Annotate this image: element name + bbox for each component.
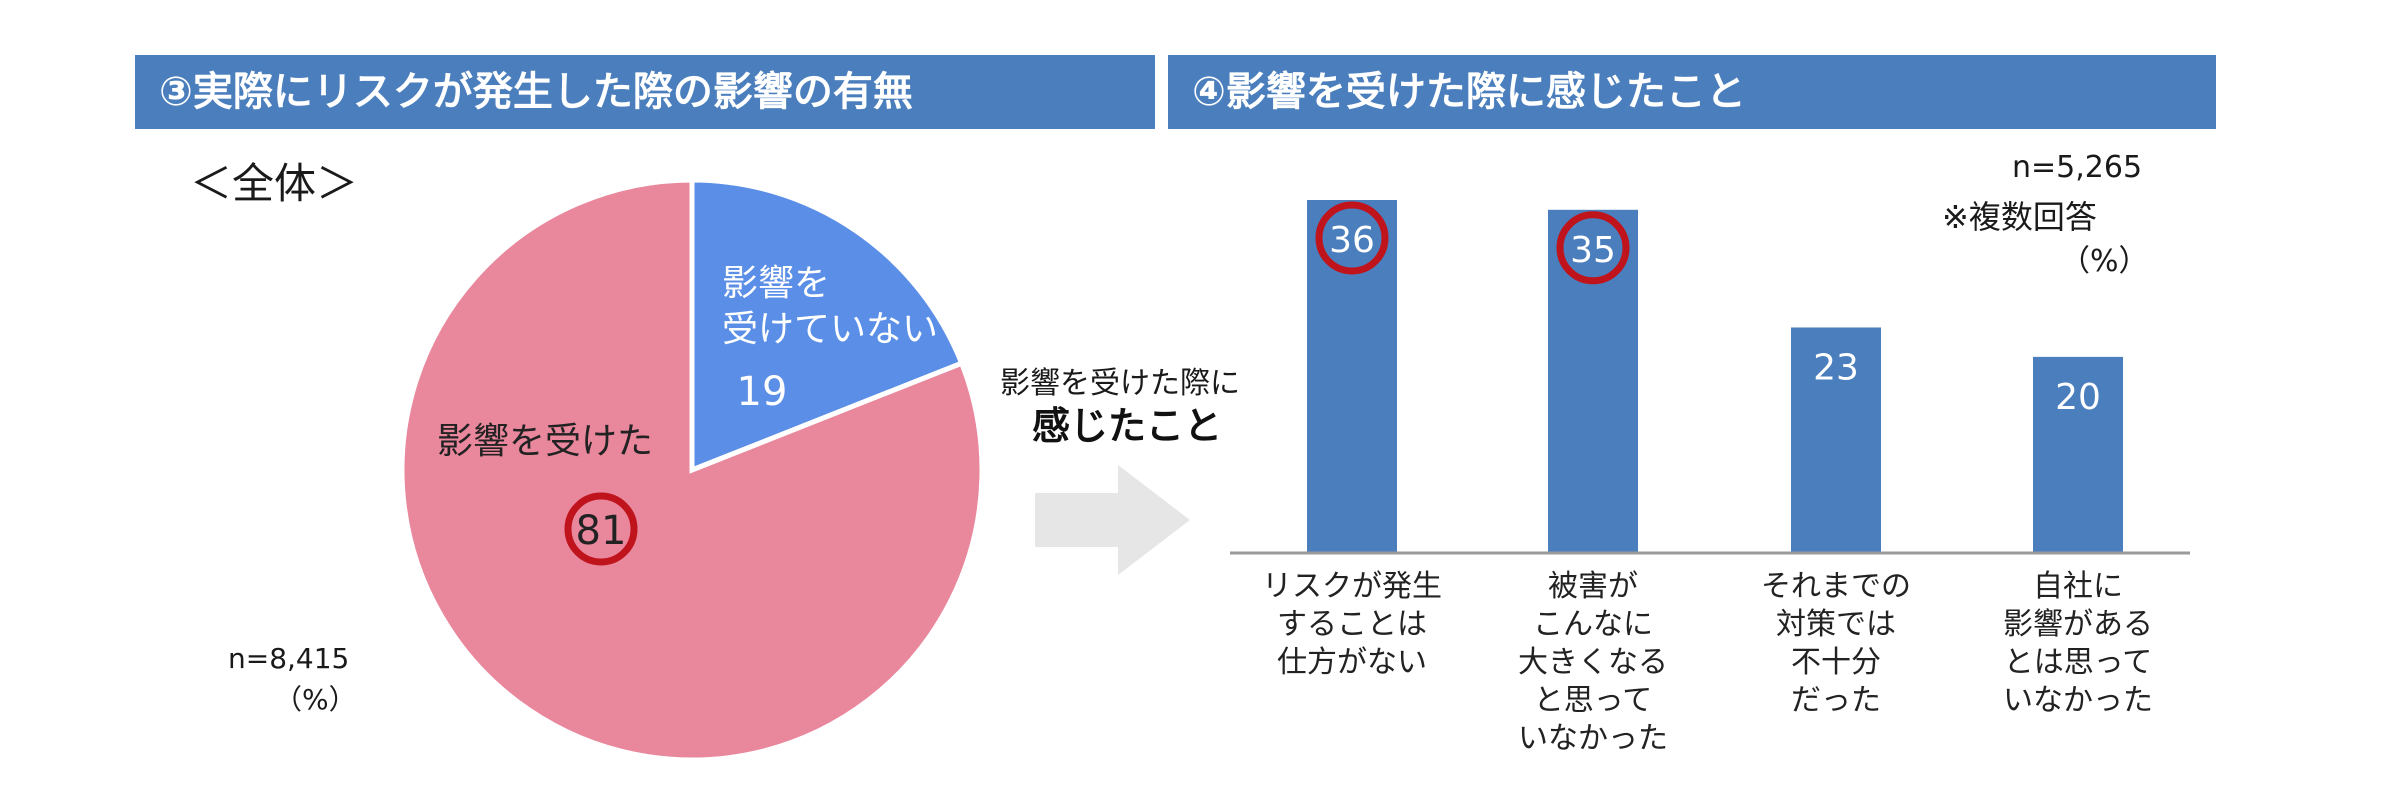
bar-category-3-line-1: 影響がある xyxy=(2003,607,2153,642)
bar-category-2-line-2: 不十分 xyxy=(1791,645,1881,680)
bar-panel-header: ④影響を受けた際に感じたこと xyxy=(1168,55,2216,129)
pie-sample-size: n=8,415 xyxy=(228,642,350,675)
bar-category-3-line-2: とは思って xyxy=(2004,645,2153,680)
bar-category-1-line-2: 大きくなる xyxy=(1518,645,1668,680)
bar-value-0: 36 xyxy=(1329,220,1375,261)
pie-slice-0 xyxy=(689,177,965,474)
pie-value-not-affected: 19 xyxy=(737,369,788,415)
pie-slice-1 xyxy=(399,177,985,763)
bar-0 xyxy=(1307,200,1397,553)
pie-value-affected: 81 xyxy=(576,508,627,554)
bar-value-1: 35 xyxy=(1570,230,1616,271)
highlight-circle-icon xyxy=(564,492,638,566)
pie-panel-header: ③実際にリスクが発生した際の影響の有無 xyxy=(135,55,1155,129)
highlight-circle-icon xyxy=(1315,201,1389,275)
right-arrow-icon xyxy=(1035,465,1190,575)
bar-category-3-line-0: 自社に xyxy=(2033,569,2123,604)
bar-category-1-line-4: いなかった xyxy=(1518,721,1668,756)
bar-category-3-line-3: いなかった xyxy=(2003,683,2153,718)
bar-sample-size: n=5,265 xyxy=(2012,150,2143,185)
bar-category-1-line-1: こんなに xyxy=(1533,607,1653,642)
bar-category-2-line-1: 対策では xyxy=(1776,607,1896,642)
bar-note-multiple-answers: ※複数回答 xyxy=(1942,198,2097,236)
bar-category-0-line-2: 仕方がない xyxy=(1277,645,1427,680)
pie-unit-label: （%） xyxy=(274,683,357,716)
bar-category-1-line-3: と思って xyxy=(1534,683,1653,718)
pie-label-affected-line-0: 影響を受けた xyxy=(437,421,653,462)
bar-unit-label: （%） xyxy=(2060,244,2149,279)
pie-subtitle: ＜全体＞ xyxy=(190,159,359,208)
bar-category-1-line-0: 被害が xyxy=(1548,569,1638,604)
bar-2 xyxy=(1791,327,1881,553)
bar-category-2-line-0: それまでの xyxy=(1761,569,1911,604)
bar-category-0-line-0: リスクが発生 xyxy=(1262,569,1442,604)
bar-3 xyxy=(2033,356,2123,553)
pie-label-not-affected-line-1: 受けていない xyxy=(722,309,938,350)
bar-category-0-line-1: することは xyxy=(1277,607,1427,642)
arrow-caption-line2: 感じたこと xyxy=(1032,404,1223,448)
pie-label-not-affected-line-0: 影響を xyxy=(722,263,830,304)
bar-value-2: 23 xyxy=(1813,347,1859,388)
arrow-caption-line1: 影響を受けた際に xyxy=(1000,366,1240,401)
highlight-circle-icon xyxy=(1556,211,1630,285)
bar-category-2-line-3: だった xyxy=(1791,683,1881,718)
bar-value-3: 20 xyxy=(2055,377,2101,418)
